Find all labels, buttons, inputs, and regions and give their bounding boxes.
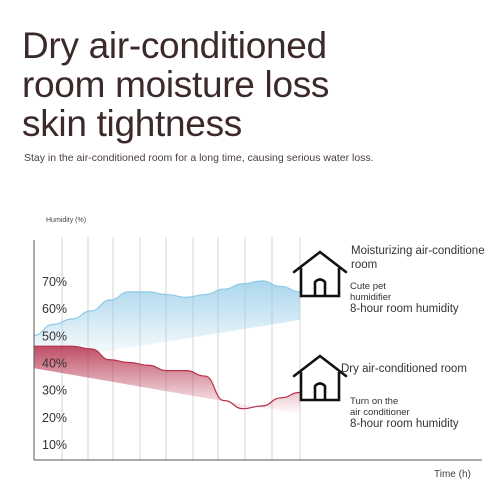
y-tick-labels: 70% 60% 50% 40% 30% 20% 10%	[42, 275, 67, 452]
data-point	[204, 293, 206, 296]
data-point	[71, 318, 73, 320]
subtitle: Stay in the air-conditioned room for a l…	[24, 152, 374, 164]
data-point	[52, 345, 54, 347]
house-icon	[292, 354, 348, 402]
data-point	[109, 359, 111, 361]
data-point	[109, 299, 111, 301]
annotation-moisturizing: Moisturizing air-conditione room Cute pe…	[292, 245, 485, 315]
annotation-heading: Dry air-conditioned room	[341, 363, 467, 375]
series-area	[34, 346, 300, 415]
y-tick-label: 70%	[42, 275, 67, 289]
data-point	[128, 361, 130, 364]
annotation-footer: 8-hour room humidity	[350, 418, 459, 430]
page-title: Dry air-conditioned room moisture loss s…	[22, 26, 492, 143]
data-point	[223, 399, 225, 402]
data-point	[147, 364, 149, 366]
y-tick-label: 60%	[42, 302, 67, 316]
annotation-footer: 8-hour room humidity	[350, 303, 459, 315]
y-tick-label: 10%	[42, 438, 67, 452]
data-point	[128, 291, 130, 293]
data-point	[204, 375, 206, 377]
data-point	[52, 323, 54, 326]
y-tick-label: 20%	[42, 411, 67, 425]
data-point	[280, 397, 282, 399]
data-point	[90, 348, 92, 350]
data-point	[185, 296, 187, 298]
y-tick-label: 50%	[42, 329, 67, 343]
data-point	[261, 280, 263, 282]
data-point	[261, 405, 263, 407]
data-point	[147, 291, 149, 293]
data-point	[185, 370, 187, 372]
series-area	[34, 281, 300, 364]
data-point	[280, 285, 282, 288]
data-point	[166, 293, 168, 296]
data-point	[242, 408, 244, 410]
title-line: skin tightness	[22, 103, 242, 144]
data-point	[242, 283, 244, 285]
annotation-detail: Cute pet	[350, 281, 386, 292]
y-tick-label: 30%	[42, 384, 67, 398]
title-line: room moisture loss	[22, 64, 330, 105]
annotation-dry: Dry air-conditioned room Turn on the air…	[292, 354, 467, 430]
house-icon	[292, 250, 348, 298]
y-axis-label: Humidity (%)	[46, 217, 86, 224]
series-areas	[33, 280, 301, 415]
title-line: Dry air-conditioned	[22, 25, 327, 66]
y-tick-label: 40%	[42, 357, 67, 371]
data-point	[166, 370, 168, 372]
data-point	[71, 345, 73, 347]
annotation-detail: air conditioner	[350, 407, 410, 418]
x-axis-label: Time (h)	[434, 469, 471, 480]
data-point	[223, 288, 225, 290]
annotation-detail: humidifier	[350, 292, 391, 303]
annotation-heading: Moisturizing air-conditione	[351, 245, 485, 257]
annotation-heading: room	[351, 259, 377, 271]
data-point	[90, 310, 92, 312]
annotation-detail: Turn on the	[350, 396, 398, 407]
